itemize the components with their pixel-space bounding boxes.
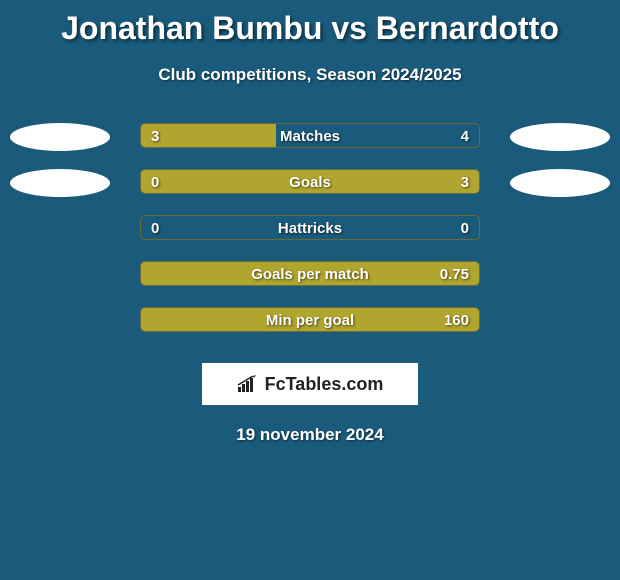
stat-bar: Hattricks0 0 — [140, 215, 480, 240]
comparison-row: Goals per match0.75 — [0, 261, 620, 307]
stat-label: Matches — [141, 124, 479, 148]
footer-brand-box: FcTables.com — [202, 363, 418, 405]
stat-bar: Goals0 3 — [140, 169, 480, 194]
stat-value-right: 3 — [461, 170, 469, 194]
stat-label: Goals — [141, 170, 479, 194]
stat-label: Min per goal — [141, 308, 479, 332]
player-left-marker — [10, 169, 110, 197]
stat-bar: Matches3 4 — [140, 123, 480, 148]
stat-value-right: 160 — [444, 308, 469, 332]
comparison-row: Goals0 3 — [0, 169, 620, 215]
stat-value-right: 0 — [461, 216, 469, 240]
chart-icon — [237, 375, 259, 393]
stat-value-left: 3 — [151, 124, 159, 148]
player-right-marker — [510, 169, 610, 197]
stat-value-right: 4 — [461, 124, 469, 148]
player-left-marker — [10, 123, 110, 151]
comparison-row: Hattricks0 0 — [0, 215, 620, 261]
stat-value-left: 0 — [151, 170, 159, 194]
stat-bar: Goals per match0.75 — [140, 261, 480, 286]
player-right-marker — [510, 123, 610, 151]
stat-value-left: 0 — [151, 216, 159, 240]
page-title: Jonathan Bumbu vs Bernardotto — [0, 0, 620, 47]
stat-value-right: 0.75 — [440, 262, 469, 286]
stat-bar: Min per goal160 — [140, 307, 480, 332]
stat-label: Goals per match — [141, 262, 479, 286]
page-subtitle: Club competitions, Season 2024/2025 — [0, 65, 620, 85]
footer-brand-label: FcTables.com — [265, 374, 384, 395]
stat-label: Hattricks — [141, 216, 479, 240]
comparison-row: Matches3 4 — [0, 123, 620, 169]
date-label: 19 november 2024 — [0, 425, 620, 445]
comparison-row: Min per goal160 — [0, 307, 620, 353]
comparison-chart: Matches34Goals03Hattricks00Goals per mat… — [0, 123, 620, 353]
